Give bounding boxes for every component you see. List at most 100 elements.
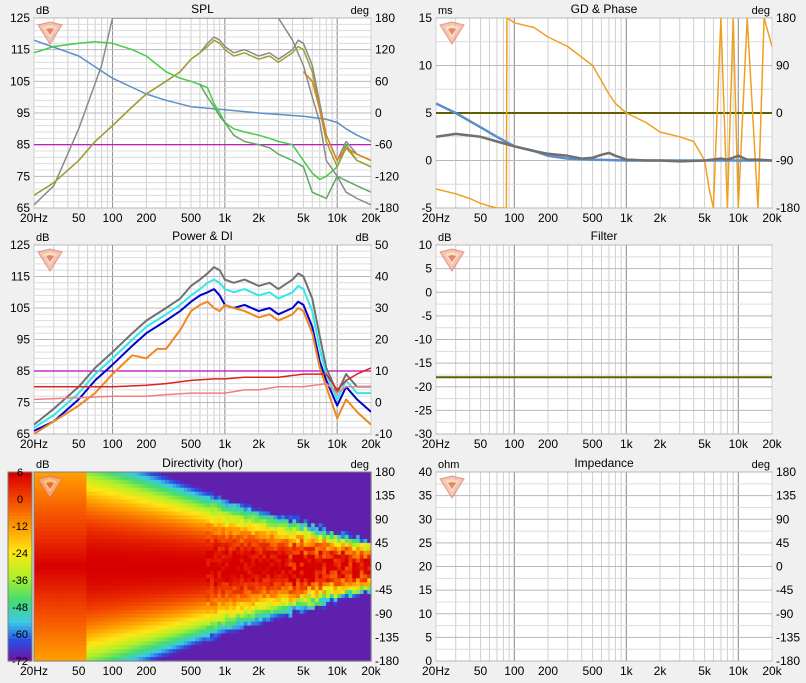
heatmap-cell (48, 503, 54, 509)
colorbar-segment (8, 506, 32, 511)
heatmap-cell (138, 649, 144, 654)
heatmap-cell (209, 590, 215, 595)
heatmap-cell (329, 570, 335, 575)
heatmap-cell (108, 503, 114, 509)
heatmap-cell (105, 531, 110, 536)
heatmap-cell (341, 621, 346, 627)
heatmap-cell (97, 586, 102, 591)
heatmap-cell (63, 475, 69, 481)
heatmap-cell (337, 475, 342, 481)
heatmap-cell (86, 653, 91, 658)
heatmap-cell (344, 574, 350, 579)
heatmap-cell (131, 511, 136, 516)
heatmap-cell (254, 511, 260, 516)
heatmap-cell (296, 657, 301, 662)
heatmap-cell (127, 601, 132, 607)
heatmap-cell (284, 491, 290, 497)
heatmap-cell (224, 527, 230, 532)
heatmap-cell (288, 550, 293, 556)
heatmap-cell (45, 594, 50, 599)
heatmap-cell (146, 641, 151, 646)
heatmap-cell (120, 558, 125, 564)
heatmap-cell (344, 582, 350, 587)
heatmap-cell (63, 519, 69, 524)
heatmap-cell (254, 527, 260, 532)
x-tick-label: 500 (181, 211, 201, 225)
heatmap-cell (135, 495, 140, 501)
heatmap-cell (356, 586, 361, 591)
heatmap-cell (258, 487, 264, 493)
heatmap-cell (82, 511, 88, 516)
heatmap-cell (333, 645, 338, 650)
heatmap-cell (105, 609, 110, 615)
heatmap-cell (176, 590, 181, 595)
heatmap-cell (352, 542, 357, 548)
heatmap-cell (303, 613, 308, 619)
heatmap-cell (191, 605, 196, 611)
heatmap-cell (142, 653, 147, 658)
heatmap-cell (281, 590, 286, 595)
heatmap-cell (367, 479, 372, 485)
heatmap-cell (247, 535, 252, 540)
heatmap-cell (86, 519, 91, 524)
heatmap-cell (326, 546, 331, 552)
heatmap-cell (206, 566, 211, 572)
heatmap-cell (303, 499, 308, 505)
heatmap-cell (277, 562, 282, 568)
heatmap-cell (131, 657, 136, 662)
heatmap-cell (329, 499, 335, 505)
heatmap-cell (108, 546, 114, 552)
heatmap-cell (90, 594, 95, 599)
heatmap-cell (299, 637, 305, 642)
heatmap-cell (243, 582, 249, 587)
heatmap-cell (93, 519, 99, 524)
heatmap-cell (333, 617, 338, 623)
heatmap-cell (232, 625, 237, 631)
heatmap-cell (337, 472, 342, 477)
heatmap-cell (352, 562, 357, 568)
heatmap-cell (78, 598, 84, 603)
heatmap-cell (180, 594, 185, 599)
heatmap-cell (127, 586, 132, 591)
heatmap-cell (142, 558, 147, 564)
heatmap-cell (168, 523, 174, 528)
heatmap-cell (56, 629, 61, 635)
heatmap-cell (281, 491, 286, 497)
heatmap-cell (127, 582, 132, 587)
heatmap-cell (198, 598, 204, 603)
heatmap-cell (168, 601, 174, 607)
heatmap-cell (352, 617, 357, 623)
y2-tick-label: 20 (375, 333, 389, 347)
heatmap-cell (296, 475, 301, 481)
heatmap-cell (67, 554, 73, 560)
heatmap-cell (60, 535, 65, 540)
heatmap-cell (337, 586, 342, 591)
heatmap-cell (86, 542, 91, 548)
heatmap-cell (281, 479, 286, 485)
heatmap-cell (277, 605, 282, 611)
heatmap-cell (176, 511, 181, 516)
heatmap-cell (183, 586, 189, 591)
heatmap-cell (213, 511, 219, 516)
y-tick-label: 15 (419, 583, 433, 597)
heatmap-cell (45, 519, 50, 524)
heatmap-cell (165, 515, 170, 520)
heatmap-cell (183, 609, 189, 615)
heatmap-cell (251, 487, 256, 493)
heatmap-cell (45, 515, 50, 520)
heatmap-cell (367, 483, 372, 489)
heatmap-cell (292, 578, 297, 583)
heatmap-cell (82, 495, 88, 501)
heatmap-cell (172, 594, 177, 599)
heatmap-cell (292, 645, 297, 650)
heatmap-cell (344, 598, 350, 603)
heatmap-cell (292, 495, 297, 501)
heatmap-cell (228, 511, 234, 516)
heatmap-cell (48, 570, 54, 575)
heatmap-cell (67, 531, 73, 536)
heatmap-cell (209, 578, 215, 583)
heatmap-cell (56, 586, 61, 591)
heatmap-cell (352, 609, 357, 615)
heatmap-cell (157, 629, 162, 635)
heatmap-cell (112, 511, 117, 516)
